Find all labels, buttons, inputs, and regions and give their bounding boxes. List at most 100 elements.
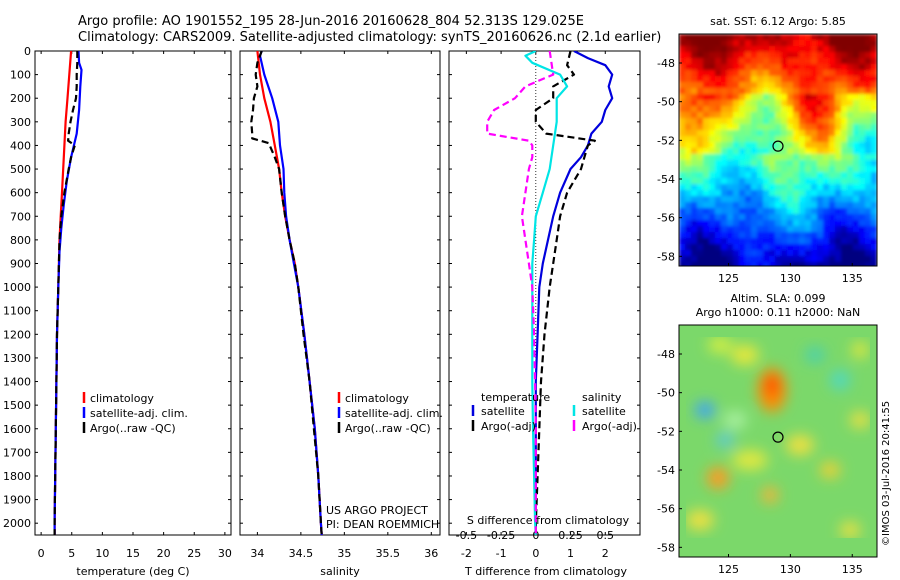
sst-cell: [787, 46, 794, 53]
sst-cell: [697, 106, 704, 113]
sst-cell: [805, 52, 812, 59]
sst-cell: [859, 112, 866, 119]
sst-cell: [757, 106, 764, 113]
sst-cell: [817, 112, 824, 119]
sst-cell: [751, 154, 758, 161]
sst-cell: [703, 82, 710, 89]
sst-cell: [805, 178, 812, 185]
sst-cell: [691, 76, 698, 83]
sst-cell: [781, 46, 788, 53]
sst-cell: [679, 256, 686, 263]
sst-cell: [811, 70, 818, 77]
sst-cell: [781, 130, 788, 137]
sst-cell: [841, 220, 848, 227]
sst-cell: [817, 70, 824, 77]
sst-cell: [739, 40, 746, 47]
sst-cell: [853, 208, 860, 215]
sst-cell: [697, 40, 704, 47]
sst-cell: [805, 118, 812, 125]
sst-cell: [853, 250, 860, 257]
sst-cell: [763, 88, 770, 95]
sst-cell: [703, 118, 710, 125]
sst-cell: [781, 250, 788, 257]
sst-cell: [859, 256, 866, 263]
sst-cell: [823, 100, 830, 107]
sst-cell: [823, 196, 830, 203]
sst-cell: [679, 244, 686, 251]
sst-cell: [685, 160, 692, 167]
sst-cell: [817, 208, 824, 215]
sst-cell: [733, 64, 740, 71]
x-tick-label: 0: [532, 547, 539, 560]
sst-cell: [727, 166, 734, 173]
sst-cell: [733, 58, 740, 65]
sst-cell: [709, 178, 716, 185]
sst-cell: [691, 172, 698, 179]
sst-cell: [865, 112, 872, 119]
sst-cell: [841, 232, 848, 239]
sst-cell: [703, 112, 710, 119]
sst-cell: [763, 178, 770, 185]
sst-cell: [793, 82, 800, 89]
sst-cell: [841, 94, 848, 101]
sst-cell: [775, 46, 782, 53]
sst-cell: [763, 100, 770, 107]
sst-cell: [829, 52, 836, 59]
sst-cell: [775, 40, 782, 47]
sst-cell: [733, 160, 740, 167]
sst-cell: [823, 232, 830, 239]
sst-cell: [751, 70, 758, 77]
sst-cell: [727, 112, 734, 119]
sla-map: [679, 325, 877, 557]
sst-cell: [709, 130, 716, 137]
sst-cell: [829, 160, 836, 167]
sst-cell: [841, 58, 848, 65]
sst-cell: [811, 190, 818, 197]
sst-cell: [745, 154, 752, 161]
sst-cell: [793, 196, 800, 203]
sst-cell: [757, 208, 764, 215]
sst-cell: [763, 82, 770, 89]
sst-cell: [835, 34, 842, 41]
sst-cell: [811, 244, 818, 251]
sst-cell: [751, 178, 758, 185]
sst-cell: [853, 112, 860, 119]
sst-cell: [697, 148, 704, 155]
sst-cell: [805, 232, 812, 239]
sst-cell: [817, 166, 824, 173]
sst-cell: [865, 220, 872, 227]
sst-cell: [799, 244, 806, 251]
sst-cell: [781, 88, 788, 95]
sst-cell: [829, 214, 836, 221]
sst-cell: [793, 76, 800, 83]
sst-cell: [853, 88, 860, 95]
sla-blob: [731, 345, 759, 365]
sst-cell: [871, 58, 877, 65]
sst-cell: [721, 220, 728, 227]
sst-cell: [751, 46, 758, 53]
sst-cell: [769, 52, 776, 59]
sst-cell: [763, 160, 770, 167]
sst-cell: [697, 172, 704, 179]
sst-cell: [757, 244, 764, 251]
salinity-legend: climatology satellite-adj. clim. Argo(..…: [337, 392, 443, 435]
sst-cell: [865, 196, 872, 203]
sst-cell: [739, 82, 746, 89]
sst-cell: [799, 220, 806, 227]
sst-cell: [697, 112, 704, 119]
sst-cell: [775, 160, 782, 167]
sst-cell: [799, 256, 806, 263]
sst-cell: [799, 148, 806, 155]
sst-cell: [829, 154, 836, 161]
sst-cell: [763, 40, 770, 47]
sst-cell: [679, 76, 686, 83]
sst-cell: [829, 148, 836, 155]
sst-cell: [853, 154, 860, 161]
sst-cell: [817, 232, 824, 239]
sst-cell: [847, 142, 854, 149]
sst-cell: [709, 166, 716, 173]
sst-cell: [799, 202, 806, 209]
sla-map-title: Altim. SLA: 0.099: [730, 292, 825, 305]
sst-cell: [859, 130, 866, 137]
sst-cell: [835, 262, 842, 266]
